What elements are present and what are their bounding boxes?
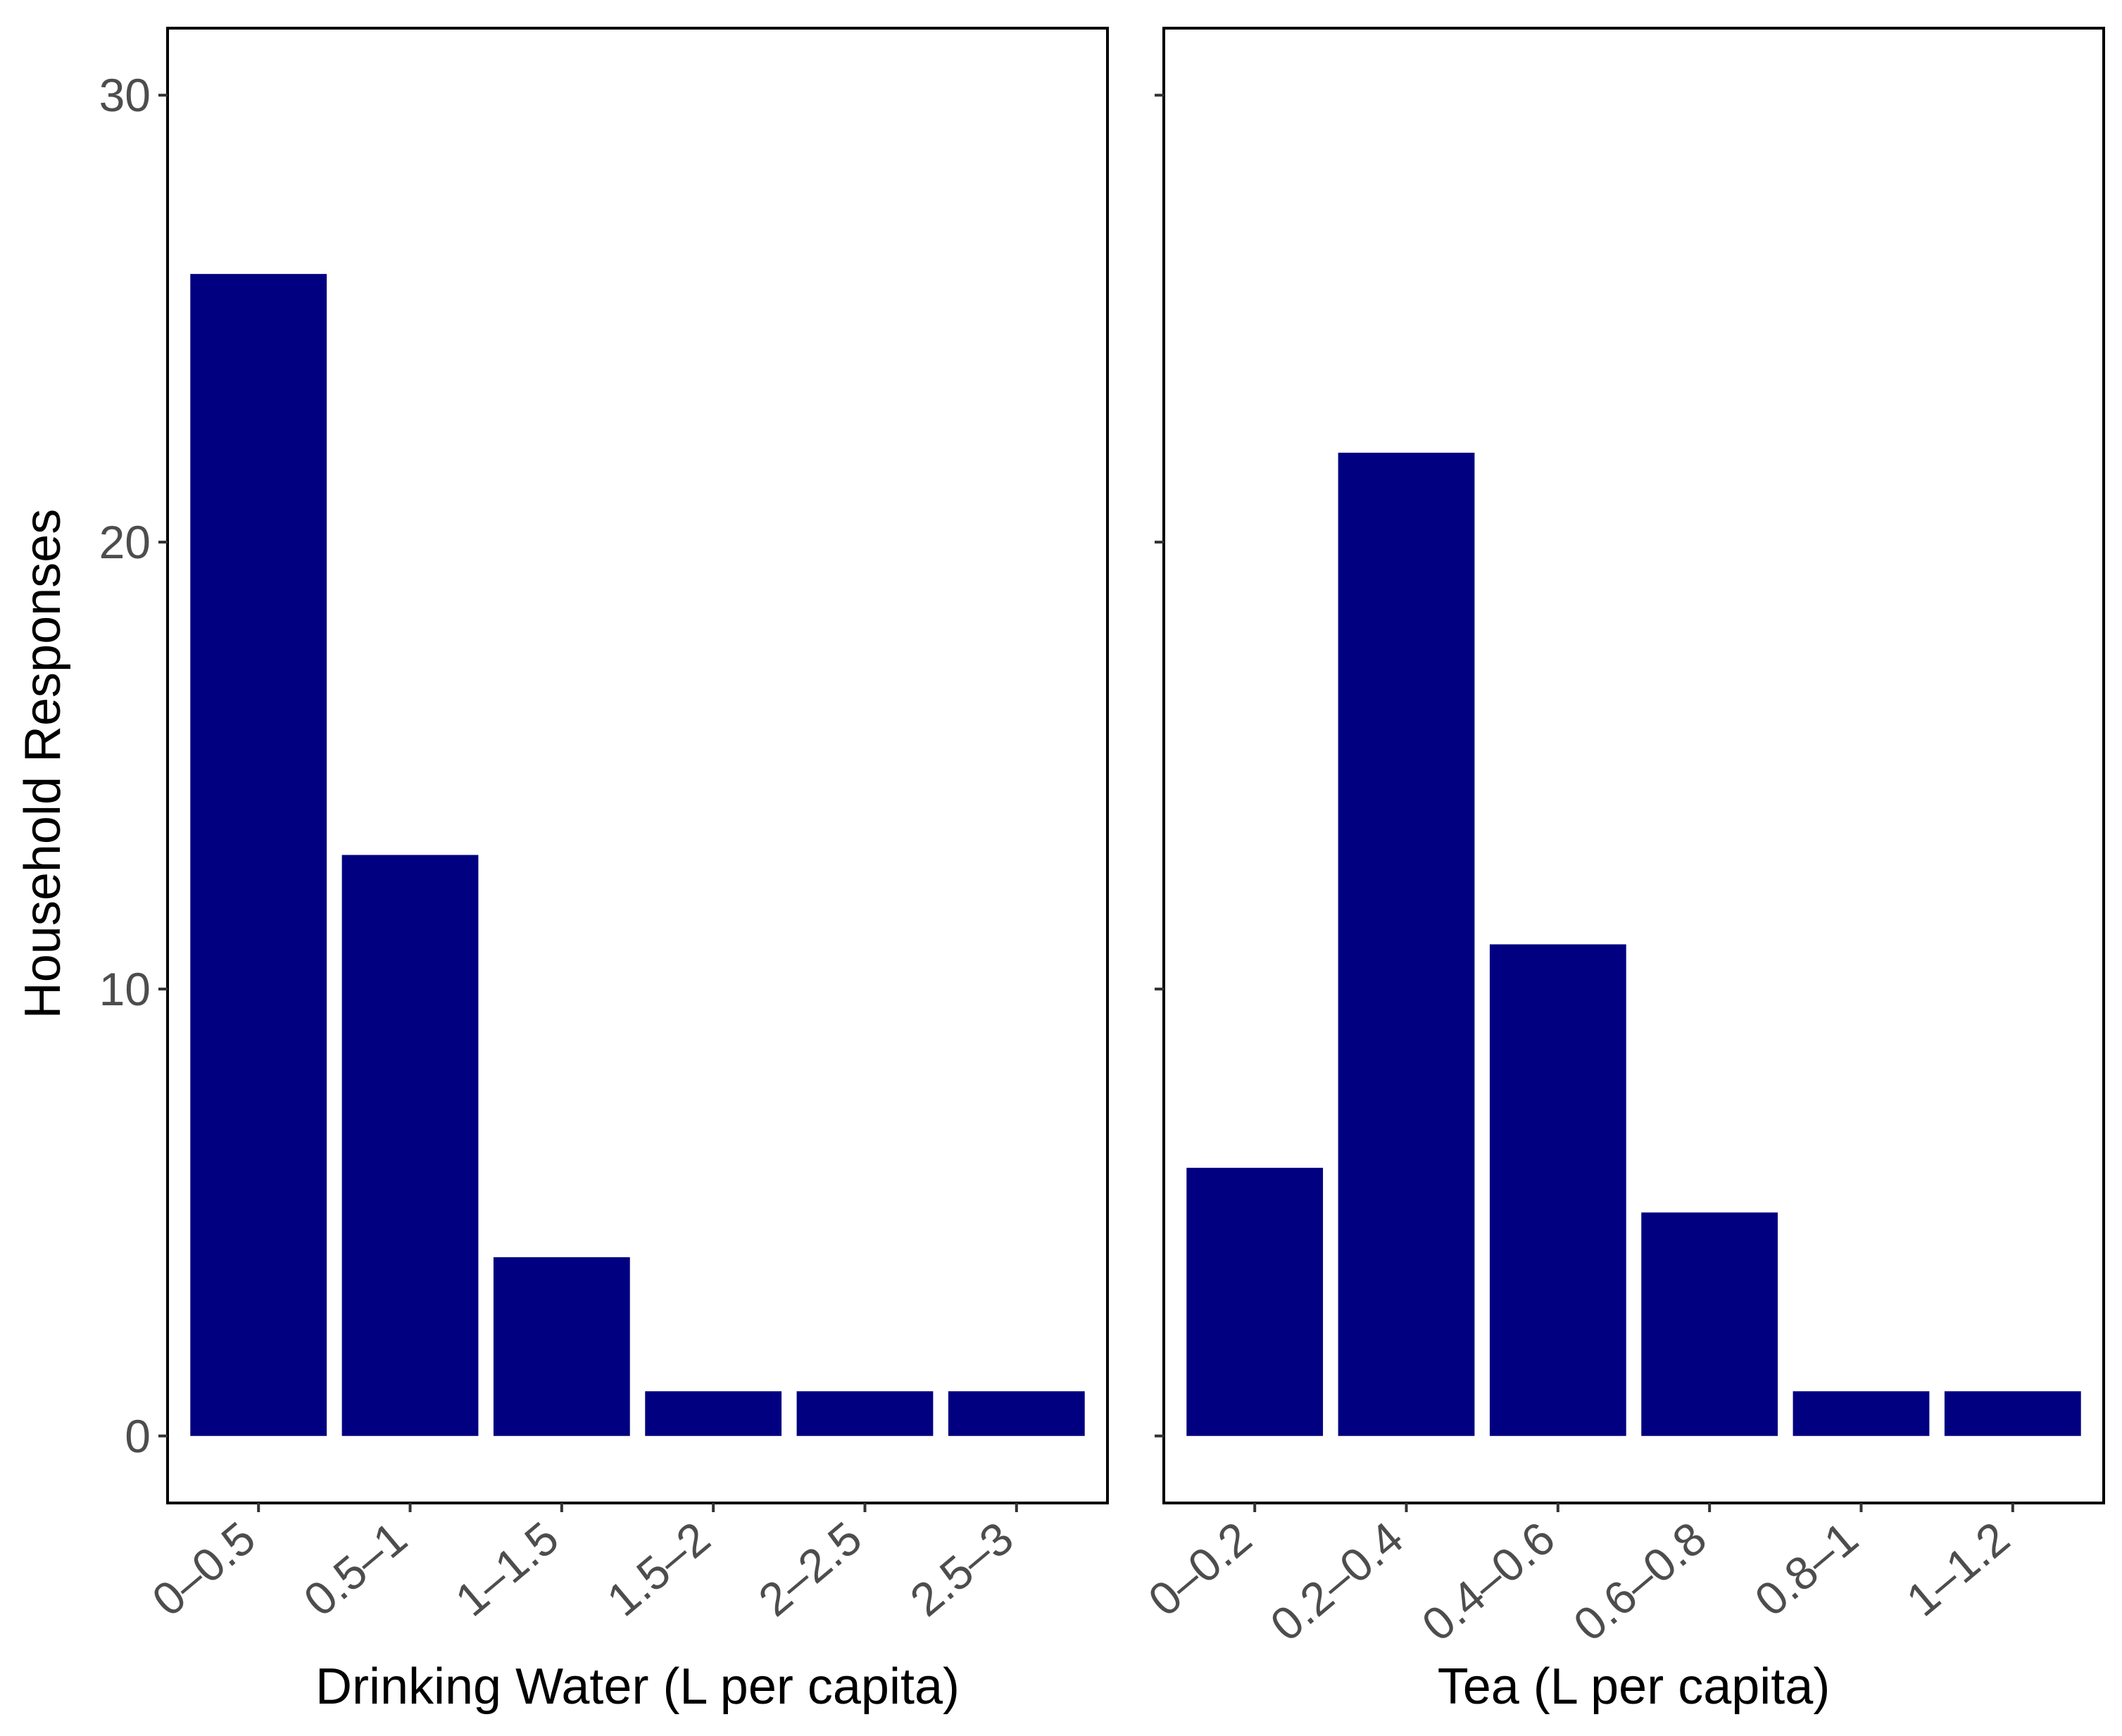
panel-1-x-tick-label: 0.5–1 bbox=[294, 1511, 416, 1626]
panel-2-x-tick-label: 0.8–1 bbox=[1745, 1511, 1867, 1626]
panel-2-bar-4 bbox=[1641, 1212, 1778, 1436]
panel-2-bar-1 bbox=[1186, 1167, 1324, 1436]
panel-1-x-axis-title: Drinking Water (L per capita) bbox=[315, 1659, 960, 1715]
panel-1-x-tick-label: 2.5–3 bbox=[900, 1511, 1023, 1626]
panel-2-bar-2 bbox=[1338, 453, 1475, 1436]
y-tick-label: 0 bbox=[125, 1410, 151, 1462]
panel-1-bar-2 bbox=[341, 855, 479, 1436]
panel-2-x-tick-label: 0.6–0.8 bbox=[1564, 1511, 1716, 1651]
panel-1-x-tick-label: 0–0.5 bbox=[142, 1511, 265, 1626]
panel-1-bar-5 bbox=[796, 1391, 934, 1436]
panel-2-x-tick-label: 0–0.2 bbox=[1138, 1511, 1261, 1626]
panel-2-x-axis-title: Tea (L per capita) bbox=[1438, 1659, 1831, 1715]
y-tick-label: 30 bbox=[99, 69, 151, 121]
panel-1-bar-3 bbox=[493, 1257, 630, 1436]
panel-2-frame bbox=[1162, 27, 2105, 1504]
y-tick-label: 20 bbox=[99, 516, 151, 568]
panel-1-bar-4 bbox=[645, 1391, 782, 1436]
y-tick-label: 10 bbox=[99, 963, 151, 1015]
panel-1-bar-1 bbox=[190, 274, 327, 1436]
panel-2-bar-6 bbox=[1944, 1391, 2081, 1436]
panel-1-x-tick-label: 1–1.5 bbox=[446, 1511, 568, 1626]
panel-1-x-tick-label: 2–2.5 bbox=[748, 1511, 871, 1626]
panel-2-bar-3 bbox=[1489, 944, 1626, 1436]
panel-1-frame bbox=[166, 27, 1109, 1504]
panel-2-x-tick-label: 0.4–0.6 bbox=[1412, 1511, 1564, 1651]
panel-2-x-tick-label: 0.2–0.4 bbox=[1260, 1511, 1412, 1651]
panel-1-x-tick-label: 1.5–2 bbox=[597, 1511, 720, 1626]
panel-1-bar-6 bbox=[948, 1391, 1085, 1436]
panel-2-bar-5 bbox=[1793, 1391, 1930, 1436]
y-axis-title: Household Responses bbox=[15, 509, 71, 1019]
panel-2-x-tick-label: 1–1.2 bbox=[1897, 1511, 2019, 1626]
